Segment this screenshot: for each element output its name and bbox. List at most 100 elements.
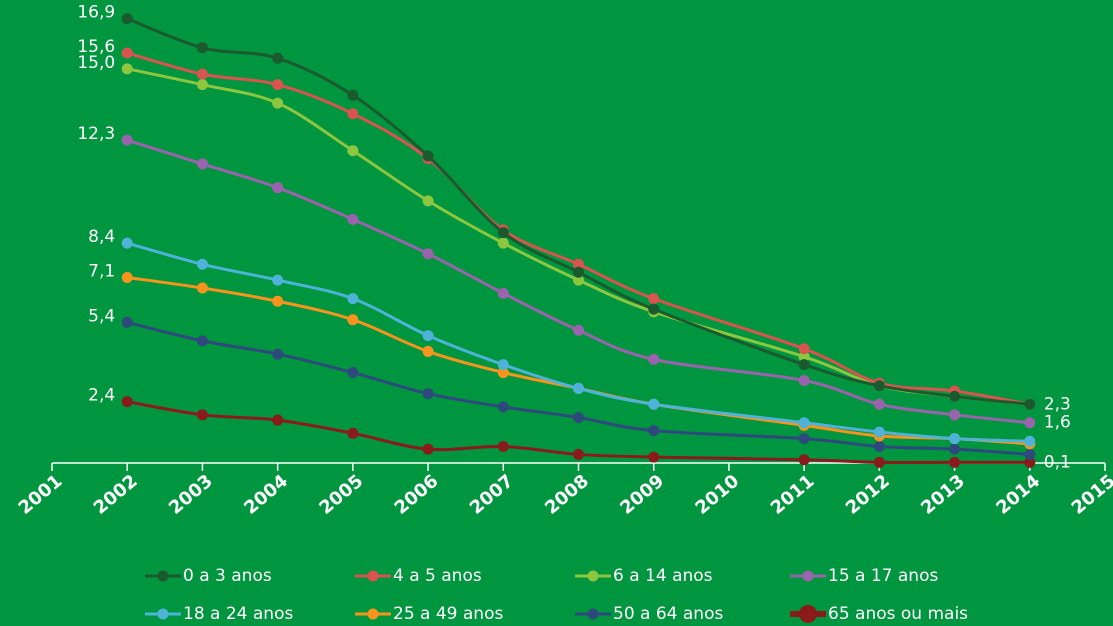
point bbox=[196, 282, 208, 294]
legend-label: 50 a 64 anos bbox=[613, 604, 723, 624]
point bbox=[196, 42, 208, 54]
point bbox=[121, 47, 133, 59]
point bbox=[121, 134, 133, 146]
point bbox=[196, 409, 208, 421]
point bbox=[347, 213, 359, 225]
data-label: 12,3 bbox=[77, 124, 115, 144]
point bbox=[347, 367, 359, 379]
point bbox=[798, 359, 810, 371]
point bbox=[196, 335, 208, 347]
point bbox=[121, 396, 133, 408]
point bbox=[272, 414, 284, 426]
point bbox=[648, 303, 660, 315]
point bbox=[347, 314, 359, 326]
legend-marker bbox=[587, 608, 599, 620]
point bbox=[949, 433, 961, 445]
data-label: 1,6 bbox=[1044, 413, 1071, 433]
point bbox=[1024, 417, 1036, 429]
point bbox=[347, 293, 359, 305]
data-label: 15,0 bbox=[77, 53, 115, 73]
point bbox=[573, 274, 584, 286]
point bbox=[798, 417, 810, 429]
point bbox=[422, 248, 434, 260]
data-label: 2,3 bbox=[1044, 394, 1071, 414]
data-label: 7,1 bbox=[88, 261, 115, 281]
point bbox=[121, 63, 133, 75]
point bbox=[949, 443, 961, 455]
point bbox=[798, 351, 810, 363]
point bbox=[497, 287, 509, 299]
point bbox=[497, 401, 509, 413]
point bbox=[422, 443, 434, 455]
point bbox=[347, 89, 359, 101]
point bbox=[121, 316, 133, 328]
data-label: 16,9 bbox=[77, 3, 115, 23]
point bbox=[873, 426, 885, 438]
point bbox=[347, 427, 359, 439]
legend-marker bbox=[367, 608, 379, 620]
point bbox=[648, 353, 660, 365]
point bbox=[573, 266, 584, 278]
point bbox=[196, 158, 208, 170]
point bbox=[1024, 448, 1036, 460]
point bbox=[648, 293, 660, 305]
point bbox=[196, 258, 208, 270]
point bbox=[422, 388, 434, 400]
point bbox=[798, 454, 810, 466]
point bbox=[798, 433, 810, 445]
point bbox=[873, 456, 885, 468]
point bbox=[422, 345, 434, 357]
point bbox=[573, 448, 584, 460]
point bbox=[1024, 456, 1036, 468]
point bbox=[422, 150, 434, 162]
point bbox=[648, 451, 660, 463]
point bbox=[1024, 435, 1036, 447]
legend-label: 0 a 3 anos bbox=[183, 566, 272, 586]
point bbox=[949, 390, 961, 402]
point bbox=[272, 182, 284, 194]
point bbox=[1024, 398, 1036, 410]
point bbox=[272, 52, 284, 64]
point bbox=[272, 79, 284, 91]
point bbox=[497, 367, 509, 379]
point bbox=[196, 68, 208, 80]
point bbox=[573, 411, 584, 423]
point bbox=[497, 227, 509, 239]
point bbox=[347, 145, 359, 157]
point bbox=[272, 274, 284, 286]
point bbox=[497, 441, 509, 453]
point bbox=[873, 398, 885, 410]
legend-label: 25 a 49 anos bbox=[393, 604, 503, 624]
point bbox=[272, 295, 284, 307]
point bbox=[648, 398, 660, 410]
legend-label: 65 anos ou mais bbox=[828, 604, 968, 624]
point bbox=[949, 456, 961, 468]
legend-marker bbox=[587, 570, 599, 582]
point bbox=[121, 237, 133, 249]
point bbox=[798, 343, 810, 355]
legend-marker bbox=[157, 570, 169, 582]
point bbox=[121, 271, 133, 283]
point bbox=[422, 330, 434, 342]
point bbox=[497, 237, 509, 249]
legend-label: 4 a 5 anos bbox=[393, 566, 482, 586]
point bbox=[422, 195, 434, 207]
point bbox=[196, 79, 208, 91]
legend-label: 15 a 17 anos bbox=[828, 566, 938, 586]
point bbox=[798, 374, 810, 386]
legend-marker bbox=[157, 608, 169, 620]
point bbox=[573, 324, 584, 336]
point bbox=[573, 382, 584, 394]
data-label: 15,6 bbox=[77, 37, 115, 57]
data-label: 0,1 bbox=[1044, 452, 1071, 472]
point bbox=[573, 258, 584, 270]
legend-marker bbox=[802, 570, 814, 582]
point bbox=[648, 425, 660, 437]
legend-marker bbox=[799, 605, 817, 623]
point bbox=[873, 380, 885, 392]
legend-label: 18 a 24 anos bbox=[183, 604, 293, 624]
legend-marker bbox=[367, 570, 379, 582]
point bbox=[873, 441, 885, 453]
